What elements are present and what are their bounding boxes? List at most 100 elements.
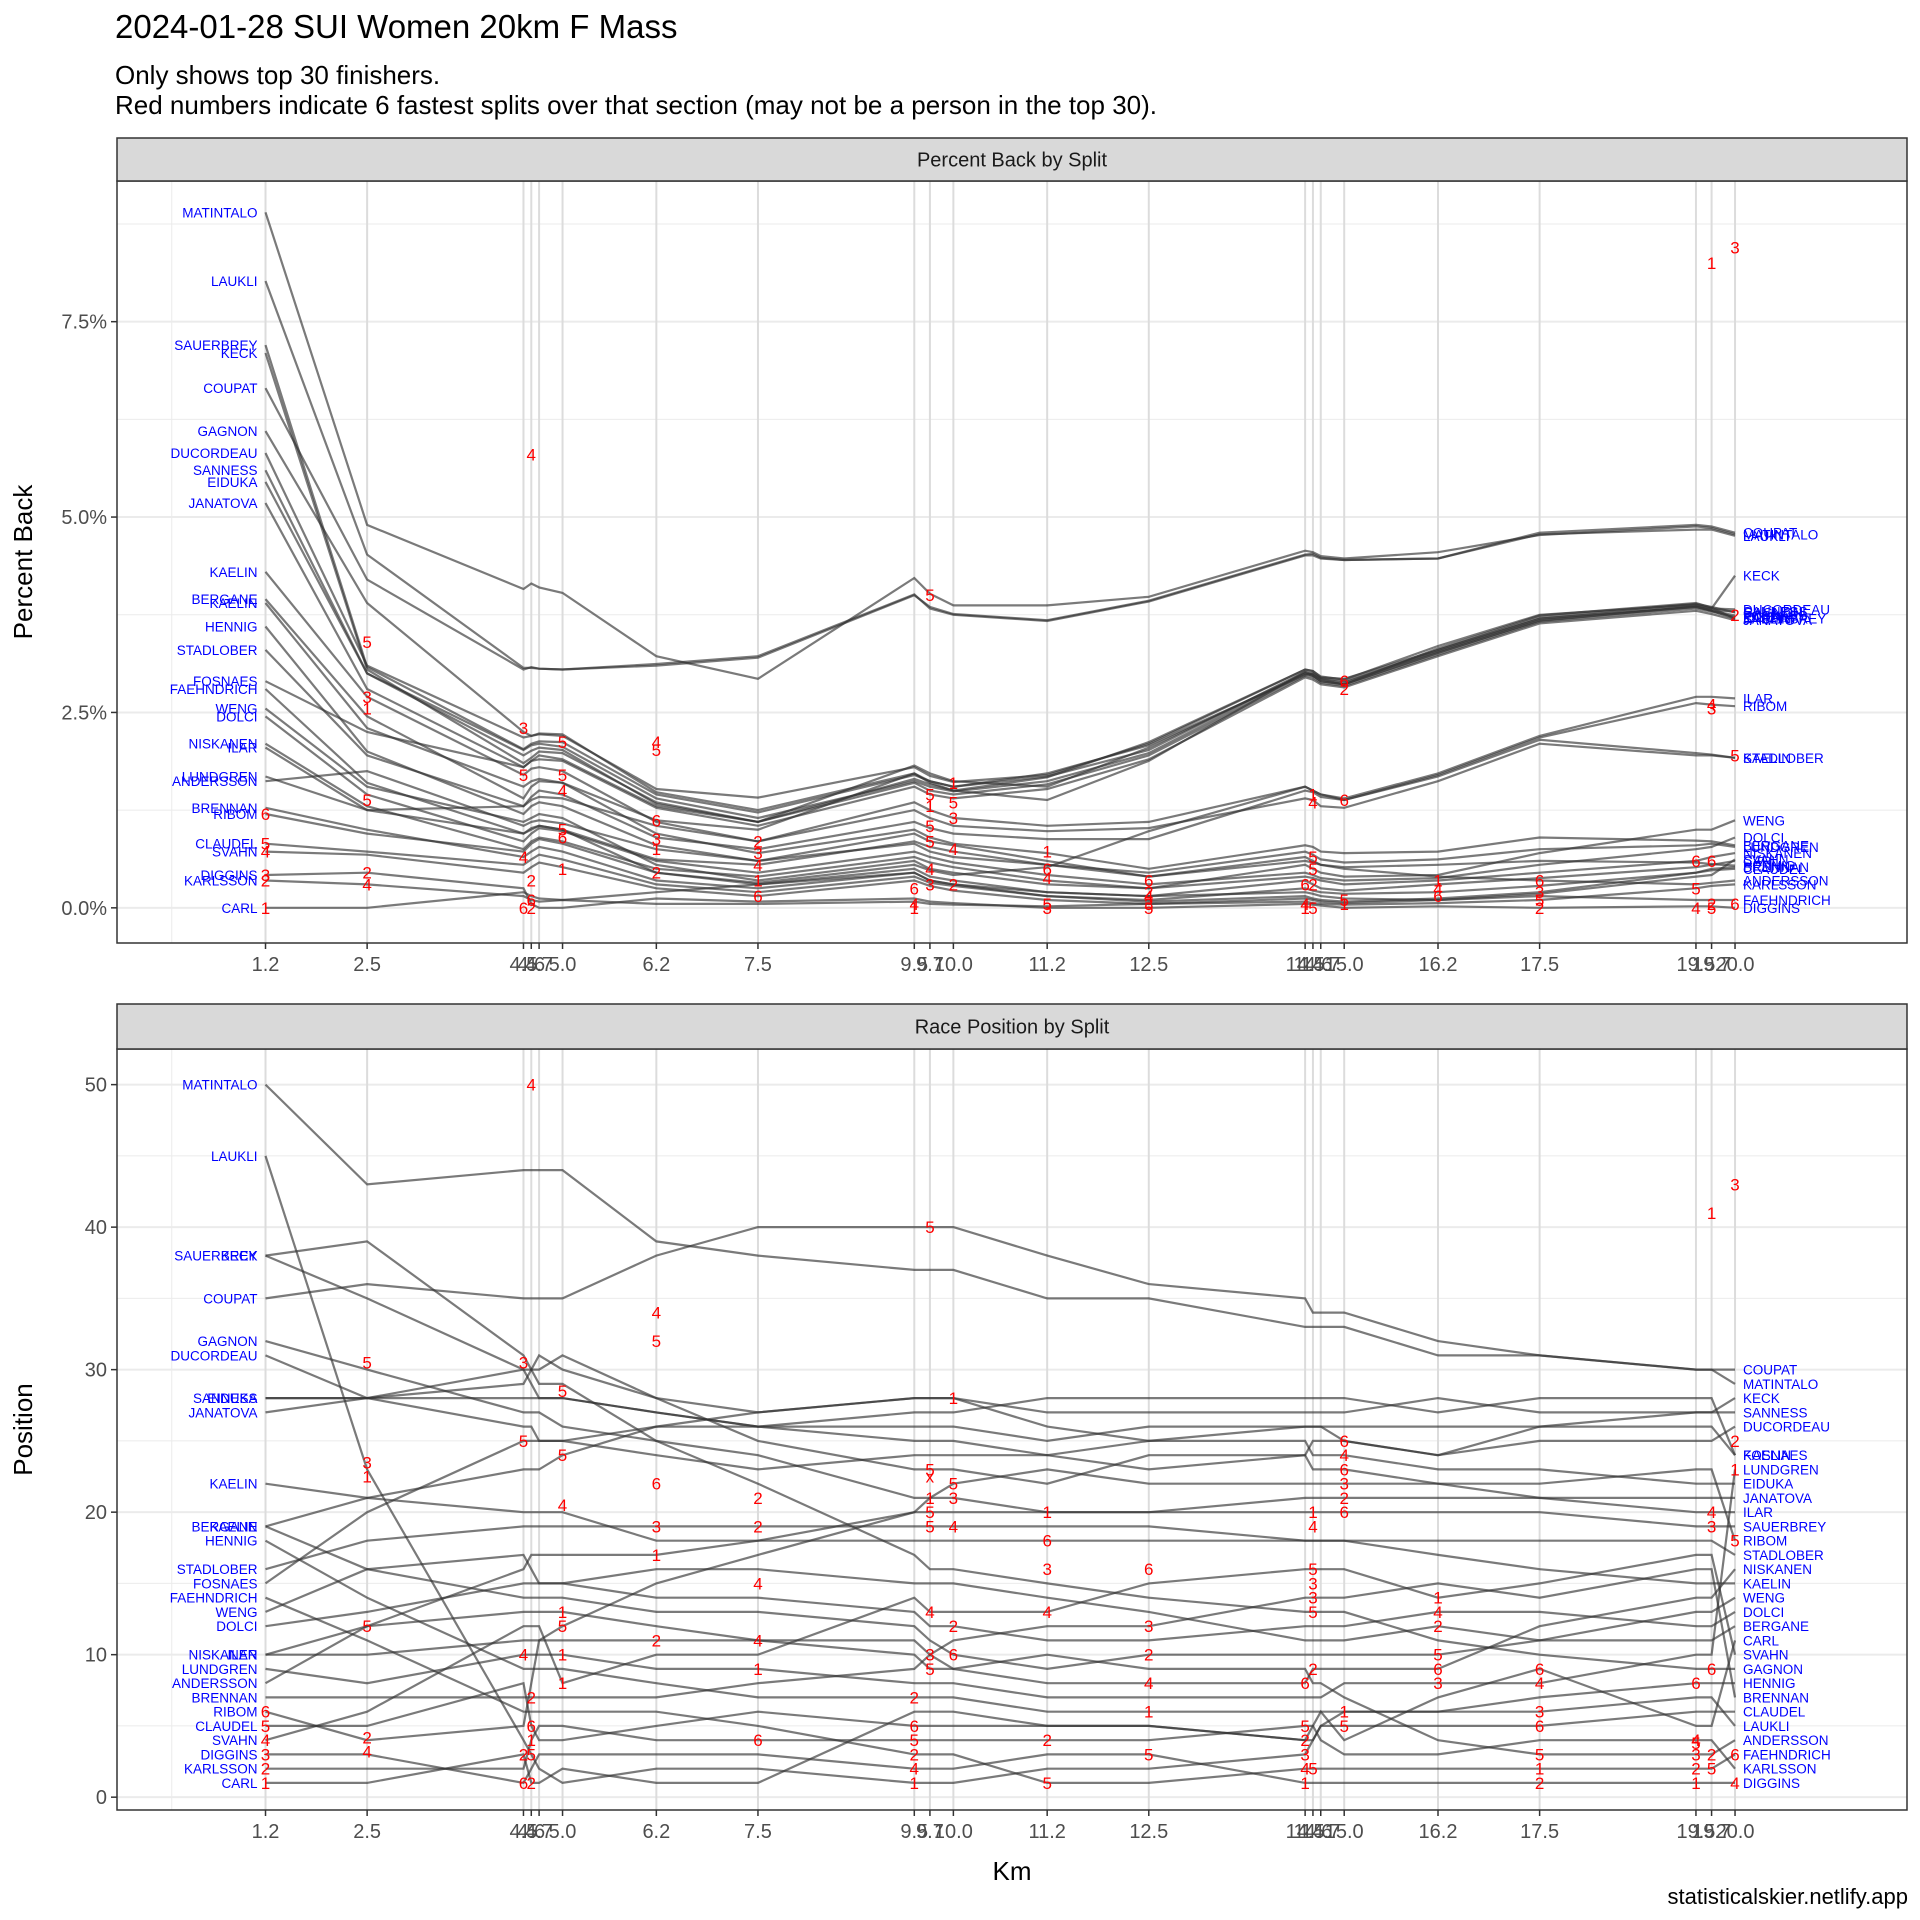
- fast-split-rank: 2: [1730, 1432, 1739, 1451]
- x-tick-label: 9.5: [900, 954, 928, 976]
- fast-split-rank: 2: [1144, 883, 1153, 902]
- athlete-label-start: DIGGINS: [200, 1747, 257, 1762]
- athlete-label-end: KAELIN: [1743, 1448, 1791, 1463]
- fast-split-rank: 3: [1144, 895, 1153, 914]
- fast-split-rank: 5: [1691, 879, 1700, 898]
- athlete-label-end: NISKANEN: [1743, 846, 1812, 861]
- athlete-label-start: NISKANEN: [188, 737, 257, 752]
- x-tick-label: 4.5: [510, 1821, 538, 1843]
- fast-split-rank: 1: [1339, 895, 1348, 914]
- fast-split-rank: 5: [1042, 895, 1051, 914]
- x-tick-label: 19.7: [1692, 1821, 1731, 1843]
- fast-split-rank: 6: [1707, 1660, 1716, 1679]
- fast-split-rank: 6: [527, 891, 536, 910]
- athlete-label-end: DOLCI: [1743, 830, 1784, 845]
- fast-split-rank: 3: [362, 1453, 371, 1472]
- fast-split-rank: 2: [362, 864, 371, 883]
- athlete-label-end: DUCORDEAU: [1743, 602, 1830, 617]
- fast-split-rank: 4: [519, 1646, 528, 1665]
- fast-split-rank: 4: [1042, 1603, 1051, 1622]
- fast-split-rank: 5: [925, 586, 934, 605]
- x-tick-label: 5.0: [549, 1821, 577, 1843]
- fast-split-rank: 5: [925, 1660, 934, 1679]
- athlete-label-end: CLAUDEL: [1743, 862, 1806, 877]
- athlete-label-start: SAUERBREY: [174, 338, 257, 353]
- athlete-label-end: DUCORDEAU: [1743, 1420, 1830, 1435]
- fast-split-rank: 1: [362, 700, 371, 719]
- x-tick-label: 7.5: [744, 1821, 772, 1843]
- fast-split-rank: 1: [558, 860, 567, 879]
- fast-split-rank: 1: [925, 797, 934, 816]
- x-axis-title: Km: [993, 1856, 1032, 1886]
- fast-split-rank: 5: [1433, 1646, 1442, 1665]
- series-line: [265, 1553, 1737, 1742]
- fast-split-rank: 5: [1707, 1760, 1716, 1779]
- fast-split-rank: 2: [1707, 895, 1716, 914]
- fast-split-rank: 5: [362, 633, 371, 652]
- fast-split-rank: 6: [753, 887, 762, 906]
- fast-split-rank: 4: [1144, 1674, 1153, 1693]
- fast-split-rank: 5: [1308, 899, 1317, 918]
- fast-split-rank: 5: [1308, 860, 1317, 879]
- athlete-label-end: ANDERSSON: [1743, 1733, 1829, 1748]
- fast-split-rank: 4: [519, 848, 528, 867]
- fast-split-rank: 6: [910, 1717, 919, 1736]
- fast-split-rank: 5: [925, 1460, 934, 1479]
- x-tick-label: 9.7: [916, 954, 944, 976]
- fast-split-rank: 3: [949, 809, 958, 828]
- athlete-label-start: KECK: [221, 346, 258, 361]
- facet-strip: [116, 1003, 1908, 1050]
- fast-split-rank: 3: [1433, 1674, 1442, 1693]
- athlete-label-end: WENG: [1743, 813, 1785, 828]
- athlete-label-end: LAUKLI: [1743, 1719, 1790, 1734]
- fast-split-rank: 1: [949, 774, 958, 793]
- fast-split-rank: 6: [1339, 672, 1348, 691]
- fast-split-rank: 4: [1300, 1760, 1309, 1779]
- y-tick-label: 2.5%: [61, 702, 107, 724]
- fast-split-rank: 6: [949, 1646, 958, 1665]
- fast-split-rank: 6: [753, 1731, 762, 1750]
- fast-split-rank: 6: [1730, 1745, 1739, 1764]
- fast-split-rank: 5: [925, 786, 934, 805]
- athlete-label-end: KECK: [1743, 1391, 1780, 1406]
- athlete-label-start: RIBOM: [213, 1705, 257, 1720]
- athlete-label-start: JANATOVA: [188, 1405, 257, 1420]
- fast-split-rank: 6: [1691, 1674, 1700, 1693]
- athlete-label-end: CLAUDEL: [1743, 1705, 1806, 1720]
- athlete-label-end: SANNESS: [1743, 605, 1808, 620]
- fast-split-rank: 1: [527, 1731, 536, 1750]
- athlete-label-end: KARLSSON: [1743, 877, 1817, 892]
- fast-split-rank: 6: [652, 811, 661, 830]
- athlete-label-end: ILAR: [1743, 691, 1773, 706]
- fast-split-rank: 5: [261, 1717, 270, 1736]
- athlete-label-end: FAEHNDRICH: [1743, 1747, 1831, 1762]
- fast-split-rank: 5: [1300, 1717, 1309, 1736]
- facet-strip-label: Race Position by Split: [915, 1017, 1110, 1039]
- x-tick-label: 14.6: [1293, 954, 1332, 976]
- fast-split-rank: 5: [652, 1332, 661, 1351]
- athlete-label-end: GAGNON: [1743, 605, 1803, 620]
- fast-split-rank: 5: [1730, 1532, 1739, 1551]
- x-tick-label: 16.2: [1419, 1821, 1458, 1843]
- x-tick-label: 9.7: [916, 1821, 944, 1843]
- fast-split-rank: 5: [362, 1354, 371, 1373]
- fast-split-rank: 4: [1535, 1674, 1544, 1693]
- fast-split-rank: 1: [1042, 843, 1051, 862]
- athlete-label-start: STADLOBER: [177, 1562, 258, 1577]
- fast-split-rank: 3: [652, 1517, 661, 1536]
- fast-split-rank: 5: [925, 1218, 934, 1237]
- athlete-label-end: EIDUKA: [1743, 1477, 1793, 1492]
- panel-percent-back: MATINTALOMATINTALOLAUKLILAUKLISAUERBREYS…: [8, 137, 1908, 976]
- athlete-label-start: ANDERSSON: [172, 774, 258, 789]
- x-tick-label: 17.5: [1520, 954, 1559, 976]
- fast-split-rank: 4: [261, 1731, 270, 1750]
- athlete-label-end: COUPAT: [1743, 526, 1797, 541]
- series-line: [264, 1396, 1737, 1585]
- athlete-label-end: DIGGINS: [1743, 901, 1800, 916]
- fast-split-rank: 4: [527, 1076, 536, 1095]
- athlete-label-start: KAELIN: [209, 565, 257, 580]
- y-axis-title: Percent Back: [8, 484, 38, 640]
- fast-split-rank: 1: [261, 899, 270, 918]
- fast-split-rank: 2: [652, 1631, 661, 1650]
- fast-split-rank: 4: [1308, 793, 1317, 812]
